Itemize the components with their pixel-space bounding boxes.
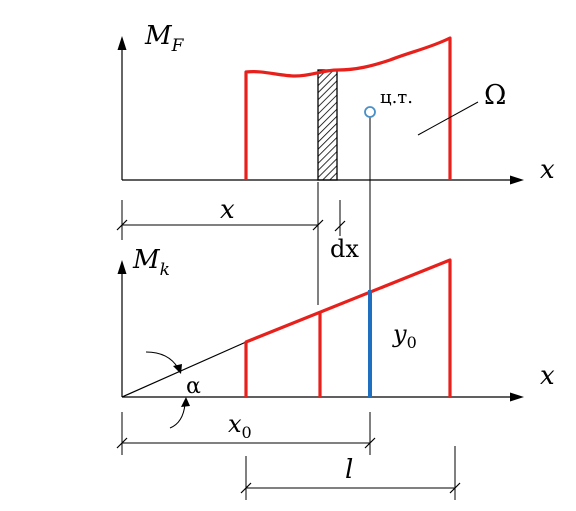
dim-tick-left [116,219,128,231]
top-x-arrow-icon [510,175,524,185]
hatched-strip-dx [317,69,338,181]
angle-label: α [186,374,201,399]
bottom-y-axis-label: Mk [132,245,170,280]
dim-tick-dx [334,220,346,232]
top-diagram: MF x ц.т. Ω [117,21,555,290]
ordinate-y0-label: y0 [392,320,417,352]
bottom-moment-diagram [244,258,452,397]
angle-arrow-upper-icon [173,364,182,374]
dim-tick-strip [312,219,324,231]
top-x-axis-label: x [540,155,555,185]
length-l-label: l [345,455,353,485]
dim-x0-tick-left [116,437,128,449]
centroid-marker-icon [364,106,376,118]
angle-arc-lower [169,403,186,429]
area-leader-line [417,101,479,136]
bottom-diagram: Mk x α y0 [117,245,555,429]
centroid-distance-x0-label: x0 [228,410,252,442]
dim-l-tick-right [449,482,461,494]
bottom-x-arrow-icon [510,392,524,402]
centroid-label: ц.т. [380,87,413,108]
bottom-dimensions: x0 l [116,410,461,500]
angle-arrow-lower-icon [181,397,190,407]
bottom-x-axis-label: x [540,361,555,391]
dim-x0-tick-right [364,437,376,449]
inclined-line [121,341,247,398]
top-y-arrow-icon [117,36,127,50]
top-moment-diagram [244,36,452,180]
bottom-y-arrow-icon [117,260,127,274]
area-label: Ω [484,80,506,111]
top-dimensions: x dx [116,182,359,305]
strip-dx-label: dx [330,235,359,263]
angle-arc-upper [145,351,179,369]
distance-x-label: x [220,195,235,225]
dim-l-tick-left [240,482,252,494]
top-y-axis-label: MF [144,21,185,56]
